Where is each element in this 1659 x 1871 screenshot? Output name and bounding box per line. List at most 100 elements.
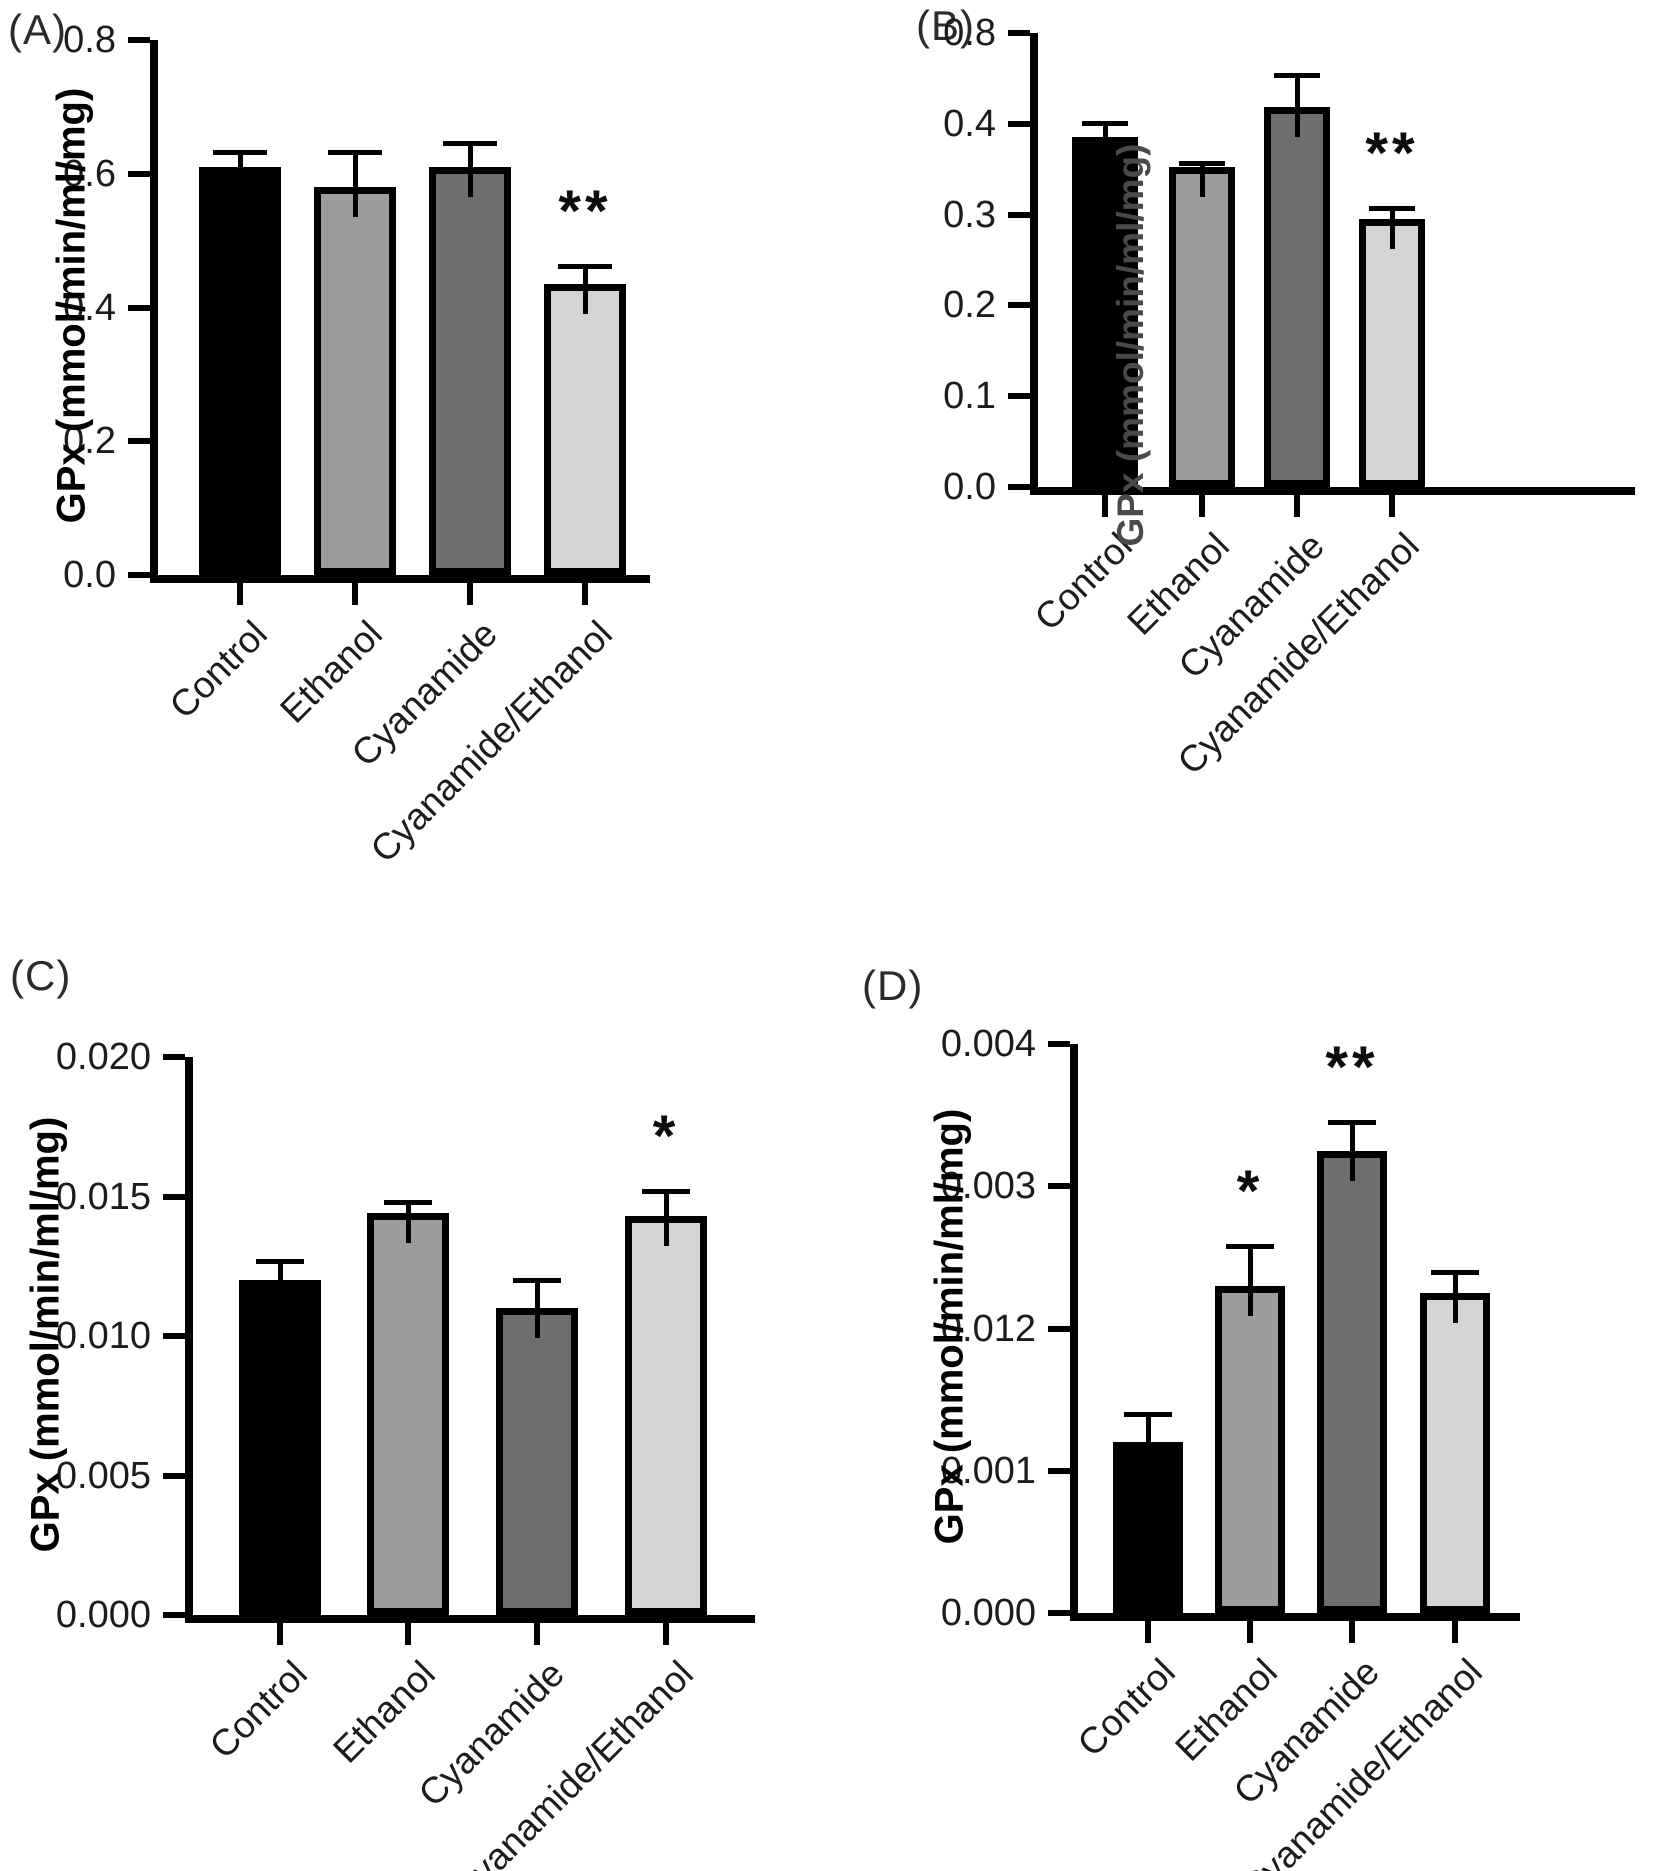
y-tick-mark [163, 1333, 185, 1339]
y-tick-mark [1048, 1467, 1070, 1474]
error-bar-stem [534, 1280, 540, 1339]
error-bar-stem [1145, 1413, 1151, 1473]
error-bar-cap [513, 1278, 561, 1284]
y-tick-label: 0.010 [55, 1315, 151, 1357]
x-axis-line [185, 1615, 755, 1623]
significance-marker: ** [1365, 121, 1419, 187]
y-axis-line [150, 40, 158, 583]
y-axis-line [1070, 1044, 1078, 1621]
error-bar-stem [582, 266, 588, 315]
bar-cyanamide [1317, 1150, 1387, 1613]
y-tick-label: 0.2 [943, 284, 996, 327]
y-tick-mark [1048, 1041, 1070, 1047]
bar-cyanamide [429, 167, 511, 575]
y-tick-label: 0.004 [940, 1023, 1036, 1065]
error-bar-cap [256, 1258, 304, 1264]
y-tick-mark [1048, 1325, 1070, 1332]
y-tick-label: 0.6 [63, 152, 116, 195]
bar-ethanol [1169, 167, 1235, 487]
panel-B-letter: (B) [916, 2, 975, 49]
x-axis-line [150, 575, 650, 583]
error-bar-cap [1179, 160, 1225, 166]
error-bar-stem [1102, 123, 1108, 168]
y-axis-title: GPx (mmol/min/ml/mg) [49, 87, 94, 524]
bar-cyanamide-ethanol [1359, 219, 1425, 487]
y-axis-title: GPx (mmol/min/ml/mg) [23, 1116, 68, 1553]
y-tick-label: 0.005 [55, 1454, 151, 1497]
y-tick-label: 0.0 [943, 466, 996, 508]
error-bar-stem [1294, 74, 1300, 137]
y-tick-label: 0.012 [940, 1307, 1036, 1350]
y-tick-mark [1008, 302, 1030, 309]
y-tick-label: 0.001 [940, 1449, 1036, 1492]
error-bar-cap [1082, 121, 1128, 127]
x-tick-mark [405, 1623, 411, 1645]
x-tick-mark [1145, 1621, 1151, 1643]
significance-marker: ** [1325, 1035, 1379, 1101]
y-axis-line [1030, 33, 1038, 495]
x-tick-mark [1199, 495, 1205, 517]
error-bar-stem [405, 1202, 411, 1244]
panel-C-letter: (C) [10, 952, 72, 999]
y-tick-label: 0.003 [940, 1165, 1036, 1208]
y-tick-label: 0.015 [55, 1175, 151, 1218]
error-bar-cap [642, 1188, 690, 1194]
x-tick-mark [1247, 1621, 1253, 1643]
error-bar-cap [1369, 206, 1415, 212]
y-axis-title: GPx (mmol/min/ml/mg) [927, 1108, 972, 1545]
x-tick-mark [582, 583, 588, 605]
bar-ethanol [1215, 1285, 1285, 1613]
error-bar-cap [1226, 1243, 1274, 1249]
bar-ethanol [367, 1213, 449, 1615]
x-axis-line [1030, 487, 1635, 495]
significance-marker: * [1236, 1158, 1264, 1224]
y-tick-label: 0.3 [943, 193, 996, 236]
error-bar-cap [328, 150, 382, 156]
y-tick-mark [163, 1612, 185, 1618]
y-tick-label: 0.000 [940, 1592, 1036, 1634]
error-bar-cap [384, 1200, 432, 1206]
error-bar-cap [1274, 72, 1320, 78]
y-tick-label: 0.020 [55, 1036, 151, 1078]
y-tick-label: 0.1 [943, 375, 996, 418]
x-tick-mark [663, 1623, 669, 1645]
y-tick-mark [1008, 211, 1030, 218]
error-bar-cap [1124, 1411, 1172, 1417]
y-tick-label: 0.000 [55, 1594, 151, 1636]
x-tick-mark [1349, 1621, 1355, 1643]
y-tick-mark [1048, 1183, 1070, 1190]
error-bar-stem [1349, 1122, 1355, 1181]
error-bar-stem [1199, 162, 1205, 198]
bar-ethanol [314, 187, 396, 575]
y-tick-mark [163, 1472, 185, 1479]
error-bar-cap [213, 149, 267, 155]
x-axis-line [1070, 1613, 1520, 1621]
x-tick-mark [467, 583, 473, 605]
error-bar-cap [1328, 1120, 1376, 1126]
x-tick-mark [1389, 495, 1395, 517]
error-bar-cap [558, 264, 612, 270]
bar-cyanamide-ethanol [625, 1216, 707, 1615]
x-tick-mark [1452, 1621, 1458, 1643]
panel-A-letter: (A) [8, 6, 67, 53]
bar-control [239, 1280, 321, 1615]
y-tick-mark [128, 304, 150, 311]
y-tick-mark [1008, 120, 1030, 127]
bar-cyanamide [496, 1308, 578, 1615]
y-axis-line [185, 1057, 193, 1623]
error-bar-stem [467, 142, 473, 198]
error-bar-stem [1247, 1245, 1253, 1316]
error-bar-stem [352, 152, 358, 218]
significance-marker: ** [558, 179, 612, 245]
bar-control [199, 167, 281, 575]
bar-cyanamide-ethanol [1420, 1292, 1490, 1613]
y-tick-mark [163, 1193, 185, 1200]
y-tick-label: 0.8 [943, 12, 996, 54]
x-tick-mark [352, 583, 358, 605]
y-tick-label: 0.0 [63, 554, 116, 596]
error-bar-stem [663, 1190, 669, 1247]
error-bar-stem [277, 1260, 283, 1311]
y-tick-mark [163, 1054, 185, 1060]
error-bar-stem [1389, 208, 1395, 250]
